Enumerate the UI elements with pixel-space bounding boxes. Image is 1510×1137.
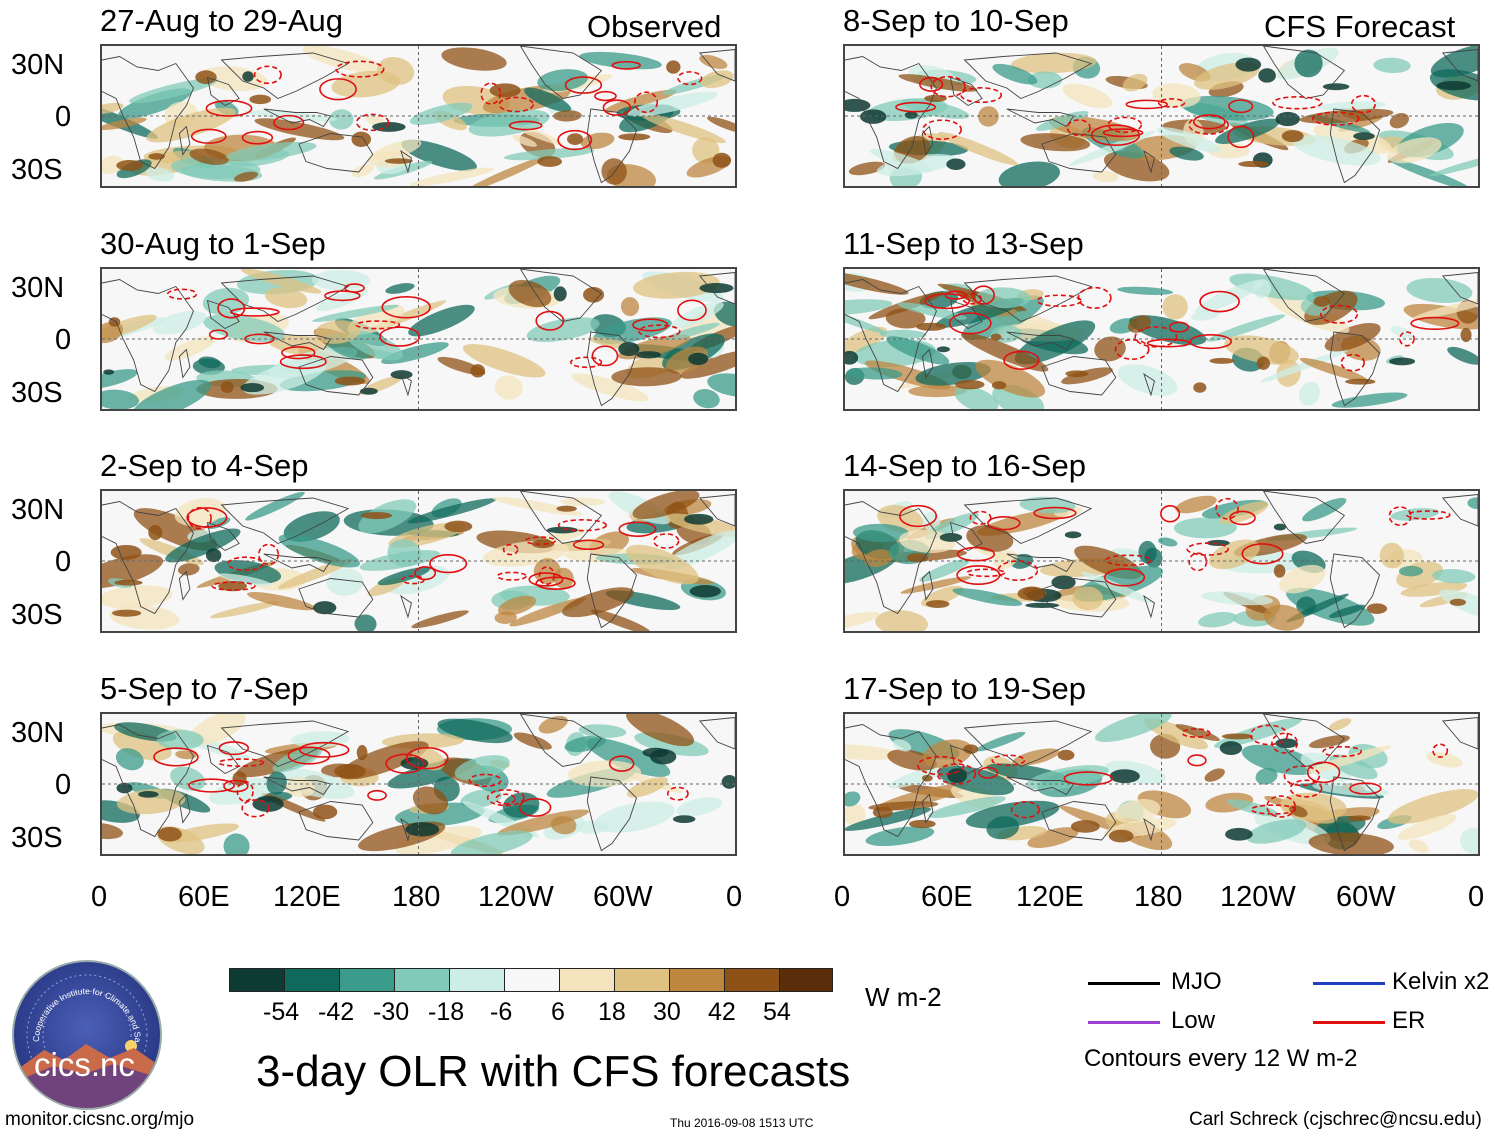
legend-label-low: Low — [1171, 1007, 1216, 1034]
lat-label-30n: 30N — [11, 49, 65, 81]
colorbar-swatch — [339, 968, 395, 992]
panel-title-7: 14-Sep to 16-Sep — [843, 448, 1087, 483]
colorbar-swatch — [559, 968, 615, 992]
forecast-heading: CFS Forecast — [1264, 9, 1456, 44]
legend-contours-note: Contours every 12 W m-2 — [1084, 1045, 1358, 1072]
colorbar-tick: 54 — [763, 998, 791, 1026]
colorbar-tick: -54 — [263, 998, 300, 1026]
colorbar-swatch — [284, 968, 340, 992]
lat-label-30n: 30N — [11, 272, 65, 304]
footer-credit: Carl Schreck (cjschrec@ncsu.edu) — [1189, 1109, 1482, 1130]
colorbar-tick: 30 — [653, 998, 681, 1026]
lat-label-30n: 30N — [11, 717, 65, 749]
panel-title-2: 30-Aug to 1-Sep — [100, 226, 326, 261]
lon-label-0: 0 — [91, 881, 108, 913]
lat-label-30n: 30N — [11, 494, 65, 526]
lon-label-0-end: 0 — [1468, 881, 1485, 913]
map-panel-observed-2 — [100, 267, 737, 411]
map-panel-observed-3 — [100, 489, 737, 633]
panel-title-1: 27-Aug to 29-Aug — [100, 3, 344, 38]
map-panel-observed-1 — [100, 44, 737, 188]
logo-graphic: Cooperative Institute for Climate and Sa… — [14, 962, 160, 1108]
lat-label-eq: 0 — [55, 546, 72, 578]
footer-timestamp: Thu 2016-09-08 1513 UTC — [670, 1116, 814, 1130]
colorbar-units: W m-2 — [865, 982, 942, 1012]
panel-title-3: 2-Sep to 4-Sep — [100, 448, 309, 483]
map-panel-forecast-2 — [843, 267, 1480, 411]
lon-label-60w: 60W — [1336, 881, 1396, 913]
lon-label-120w: 120W — [1220, 881, 1296, 913]
lat-label-eq: 0 — [55, 769, 72, 801]
lat-label-eq: 0 — [55, 101, 72, 133]
lon-label-180: 180 — [1134, 881, 1183, 913]
lon-label-120w: 120W — [478, 881, 554, 913]
lat-label-30s: 30S — [11, 154, 63, 186]
map-panel-forecast-4 — [843, 712, 1480, 856]
legend-label-mjo: MJO — [1171, 968, 1222, 995]
lat-label-eq: 0 — [55, 324, 72, 356]
colorbar-swatch — [394, 968, 450, 992]
map-panel-observed-4 — [100, 712, 737, 856]
panel-title-5: 8-Sep to 10-Sep — [843, 3, 1069, 38]
colorbar-tick: 6 — [551, 998, 565, 1026]
colorbar-tick: -42 — [318, 998, 355, 1026]
colorbar-swatch — [614, 968, 670, 992]
colorbar-swatch — [449, 968, 505, 992]
legend-line-kelvin — [1313, 982, 1385, 985]
legend-label-er: ER — [1392, 1007, 1426, 1034]
colorbar-tick: 42 — [708, 998, 736, 1026]
footer-url[interactable]: monitor.cicsnc.org/mjo — [5, 1109, 195, 1130]
lat-label-30s: 30S — [11, 377, 63, 409]
panel-title-6: 11-Sep to 13-Sep — [843, 226, 1084, 261]
colorbar-tick: -6 — [490, 998, 513, 1026]
svg-text:Cooperative Institute for Clim: Cooperative Institute for Climate and Sa… — [14, 962, 143, 1043]
lon-label-60e: 60E — [921, 881, 973, 913]
lon-label-0-end: 0 — [726, 881, 743, 913]
logo-ring-text: Cooperative Institute for Climate and Sa… — [14, 962, 143, 1043]
panel-title-8: 17-Sep to 19-Sep — [843, 671, 1087, 706]
colorbar-tick: 18 — [598, 998, 626, 1026]
observed-heading: Observed — [587, 9, 722, 44]
lon-label-120e: 120E — [273, 881, 341, 913]
lon-label-60e: 60E — [178, 881, 230, 913]
panel-title-4: 5-Sep to 7-Sep — [100, 671, 309, 706]
cics-logo: Cooperative Institute for Climate and Sa… — [12, 960, 162, 1110]
colorbar-tick: -30 — [373, 998, 410, 1026]
lon-label-60w: 60W — [593, 881, 653, 913]
legend-line-er — [1313, 1021, 1385, 1024]
colorbar-tick: -18 — [428, 998, 465, 1026]
logo-text: cics.nc — [34, 1046, 135, 1083]
lat-label-30s: 30S — [11, 599, 63, 631]
lon-label-120e: 120E — [1016, 881, 1084, 913]
colorbar-swatch — [779, 968, 833, 992]
colorbar-swatch — [229, 968, 285, 992]
colorbar-swatch — [669, 968, 725, 992]
lon-label-0: 0 — [834, 881, 851, 913]
legend-label-kelvin: Kelvin x2 — [1392, 968, 1490, 995]
map-panel-forecast-3 — [843, 489, 1480, 633]
main-title: 3-day OLR with CFS forecasts — [256, 1047, 851, 1096]
lat-label-30s: 30S — [11, 822, 63, 854]
map-panel-forecast-1 — [843, 44, 1480, 188]
colorbar-swatch — [724, 968, 780, 992]
legend-line-low — [1088, 1021, 1160, 1024]
legend-line-mjo — [1088, 982, 1160, 985]
colorbar-swatch — [504, 968, 560, 992]
lon-label-180: 180 — [392, 881, 441, 913]
